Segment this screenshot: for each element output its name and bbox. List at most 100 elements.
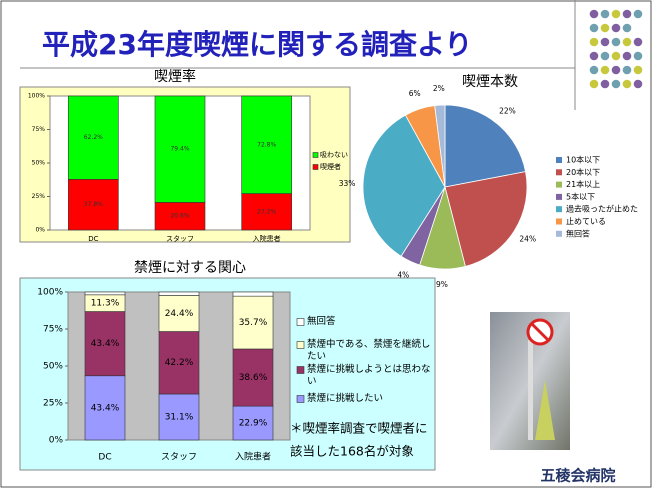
legend-label: 無回答 (566, 228, 590, 238)
decor-dot (634, 66, 643, 75)
legend-swatch (556, 182, 562, 188)
decor-dot (612, 24, 621, 33)
value-label: 33% (339, 179, 356, 188)
legend-label: 20本以下 (566, 167, 600, 177)
decor-dot (612, 52, 621, 61)
decor-dot (590, 38, 599, 47)
legend-label: 禁煙中である、禁煙を継続したい (307, 339, 437, 363)
x-tick-label: スタッフ (166, 234, 194, 243)
y-tick-label: 0% (49, 436, 64, 446)
legend-swatch (556, 157, 562, 163)
decor-dot (601, 52, 610, 61)
value-label: 43.4% (91, 339, 120, 349)
value-label: 27.2% (257, 208, 276, 215)
value-label: 37.8% (84, 201, 103, 208)
value-label: 2% (433, 84, 445, 93)
value-label: 62.2% (84, 134, 103, 141)
slide-title: 平成23年度喫煙に関する調査より (42, 28, 472, 61)
bar-segment (159, 292, 199, 295)
legend-label: 過去吸ったが止めた (566, 204, 638, 214)
legend-label: 喫煙者 (320, 162, 341, 171)
decor-dot (601, 10, 610, 19)
decor-dot (612, 38, 621, 47)
legend-swatch (297, 396, 304, 403)
legend-swatch (556, 231, 562, 237)
value-label: 22% (499, 106, 516, 115)
slide: 平成23年度喫煙に関する調査より 五稜会病院 喫煙率 0% 25% 50% 75% 100… (0, 0, 652, 488)
legend-swatch (556, 194, 562, 200)
legend-swatch (556, 169, 562, 175)
y-tick-label: 25% (32, 193, 46, 200)
legend-label: 止めている (566, 216, 606, 226)
decor-dot (634, 80, 643, 89)
decor-dot (634, 52, 643, 61)
decor-dot (623, 24, 632, 33)
x-tick-label: DC (98, 453, 111, 463)
value-label: 42.2% (165, 358, 194, 368)
legend-swatch (297, 367, 304, 374)
annotation: ＊喫煙率調査で喫煙者に (290, 421, 428, 436)
x-tick-label: DC (88, 235, 98, 243)
decor-dot (634, 10, 643, 19)
legend-swatch (556, 206, 562, 212)
decor-dot (590, 52, 599, 61)
decor-dot (612, 10, 621, 19)
decor-dot (601, 80, 610, 89)
decor-dot (623, 52, 632, 61)
value-label: 38.6% (239, 373, 268, 383)
decor-dot (612, 66, 621, 75)
value-label: 11.3% (91, 299, 120, 309)
decor-dot (590, 10, 599, 19)
legend-label: 禁煙に挑戦したい (307, 393, 437, 405)
decor-dot (623, 80, 632, 89)
legend-swatch (313, 153, 318, 158)
value-label: 79.4% (170, 146, 189, 153)
value-label: 22.9% (239, 419, 268, 429)
y-tick-label: 50% (43, 362, 63, 372)
chart-title: 喫煙率 (154, 68, 196, 85)
value-label: 24% (519, 235, 536, 244)
legend-label: 吸わない (320, 151, 348, 159)
value-label: 6% (409, 89, 421, 98)
logo: 五稜会病院 (540, 467, 615, 485)
legend-label: 無回答 (307, 316, 437, 328)
decor-dot (623, 38, 632, 47)
y-tick-label: 75% (43, 325, 63, 335)
decor-dot (623, 66, 632, 75)
value-label: 24.4% (165, 309, 194, 319)
decor-dot (601, 66, 610, 75)
legend-label: 5本以下 (566, 191, 595, 201)
chart: 平成23年度喫煙に関する調査より 五稜会病院 喫煙率 0% 25% 50% 75% 100… (0, 0, 652, 488)
y-tick-label: 25% (43, 399, 63, 409)
legend-label: 禁煙に挑戦しようとは思わない (307, 364, 437, 388)
decor-dots (590, 10, 643, 89)
legend-swatch (313, 165, 318, 170)
legend-swatch (297, 342, 304, 349)
decor-dot (634, 38, 643, 47)
decor-dot (623, 10, 632, 19)
x-tick-label: 入院患者 (253, 234, 281, 243)
value-label: 9% (436, 280, 448, 289)
chart-title: 禁煙に対する関心 (134, 260, 246, 276)
photo-pole (528, 340, 533, 440)
value-label: 35.7% (239, 318, 268, 328)
decor-dot (601, 24, 610, 33)
bar-segment (233, 292, 273, 296)
decor-dot (590, 80, 599, 89)
value-label: 31.1% (165, 412, 194, 422)
value-label: 43.4% (91, 403, 120, 413)
y-tick-label: 0% (35, 227, 45, 234)
decor-dot (612, 80, 621, 89)
y-tick-label: 100% (37, 288, 63, 298)
annotation: 該当した168名が対象 (290, 444, 414, 459)
decor-dot (601, 38, 610, 47)
bar-segment (85, 292, 125, 295)
y-tick-label: 100% (28, 93, 45, 100)
photo (490, 312, 570, 450)
x-tick-label: 入院患者 (235, 451, 271, 463)
value-label: 72.8% (257, 141, 276, 148)
decor-dot (590, 66, 599, 75)
legend-swatch (556, 219, 562, 225)
legend-swatch (297, 319, 304, 326)
decor-dot (590, 24, 599, 33)
